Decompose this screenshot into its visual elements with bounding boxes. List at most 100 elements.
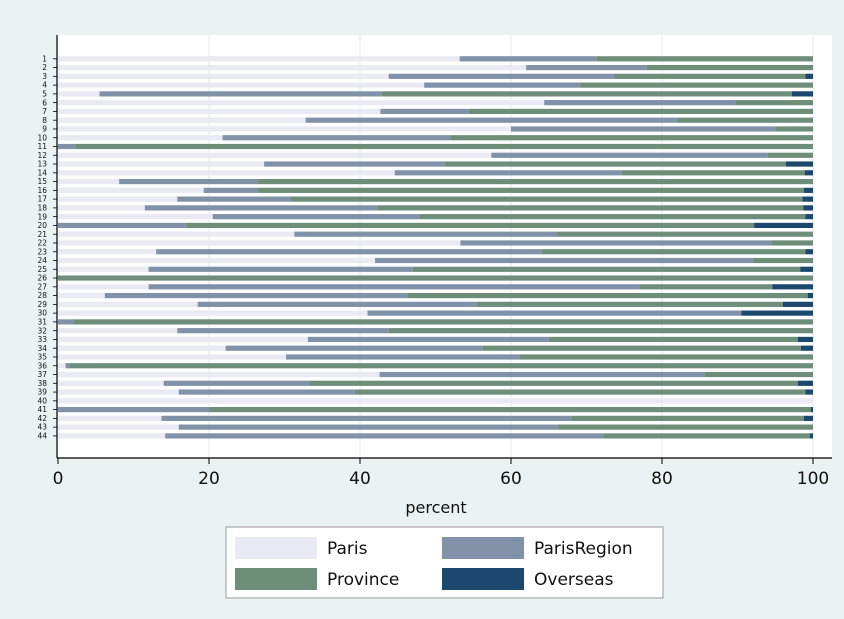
bar-segment [810, 407, 813, 413]
bar-segment [161, 415, 572, 421]
bar-segment [258, 187, 804, 193]
bar-segment [800, 345, 813, 351]
bar-segment [58, 187, 204, 193]
bar-segment [58, 222, 187, 229]
bar-segment [771, 240, 813, 246]
y-tick-label: 41 [37, 405, 47, 414]
bar-segment [791, 91, 813, 97]
y-tick-label: 3 [42, 72, 47, 81]
bar-segment [58, 178, 120, 185]
y-tick-label: 37 [37, 370, 47, 379]
bar-segment [209, 407, 811, 413]
bar-segment [203, 187, 259, 193]
bar-segment [58, 424, 179, 430]
bar-segment [148, 266, 413, 272]
bar-segment [782, 301, 813, 307]
bar-segment [58, 380, 164, 386]
bar-segment [58, 398, 813, 404]
y-tick-label: 43 [37, 423, 47, 432]
x-tick-label: 20 [198, 469, 220, 489]
bar-segment [119, 178, 259, 185]
bar-segment [412, 266, 801, 272]
y-tick-label: 24 [37, 256, 47, 265]
bar-segment [797, 380, 813, 386]
bar-segment [805, 389, 813, 395]
bar-segment [491, 152, 768, 158]
bar-segment [407, 292, 808, 299]
bar-segment [58, 196, 178, 202]
bar-segment [58, 275, 813, 281]
y-tick-label: 7 [42, 107, 47, 116]
y-tick-label: 1 [42, 54, 47, 63]
y-tick-label: 26 [37, 274, 47, 283]
y-tick-label: 16 [37, 186, 47, 195]
bar-segment [58, 371, 380, 378]
bar-segment [58, 205, 145, 211]
bar-segment [177, 328, 389, 334]
bar-segment [58, 73, 389, 79]
bar-segment [558, 424, 813, 430]
bar-segment [58, 170, 395, 176]
bar-segment [58, 345, 226, 351]
bar-segment [377, 205, 804, 211]
bar-segment [58, 433, 166, 439]
bar-segment [797, 336, 813, 343]
bar-segment [519, 354, 813, 360]
bar-segment [381, 91, 792, 97]
bar-segment [424, 82, 580, 88]
bar-segment [69, 363, 813, 369]
x-tick-labels: 0 20 40 60 80 100 [53, 458, 829, 489]
bar-segment [579, 82, 813, 88]
bar-segment [735, 100, 813, 106]
bar-segment [58, 328, 178, 334]
y-tick-label: 44 [37, 432, 47, 441]
bar-segment [704, 371, 813, 378]
y-tick-label: 14 [37, 168, 47, 177]
bar-segment [741, 310, 813, 316]
bar-segment [511, 126, 776, 132]
y-tick-label: 2 [42, 63, 47, 72]
bar-segment [58, 292, 105, 299]
x-axis-label: percent [405, 498, 466, 517]
y-tick-label: 35 [37, 353, 47, 362]
bar-segment [58, 161, 265, 167]
y-tick-label: 10 [37, 133, 47, 142]
bar-segment [541, 249, 806, 255]
y-tick-label: 40 [37, 396, 47, 405]
bar-segment [58, 257, 376, 264]
y-tick-label: 33 [37, 335, 47, 344]
y-tick-labels: 1234567891011121314151617181920212223242… [37, 54, 57, 441]
legend-label: ParisRegion [534, 539, 633, 559]
bar-segment [148, 284, 640, 290]
bar-segment [805, 249, 813, 255]
bar-segment [477, 301, 783, 307]
bar-segment [307, 336, 549, 343]
bar-segment [58, 266, 149, 272]
bar-segment [800, 266, 813, 272]
y-tick-label: 28 [37, 291, 47, 300]
bar-segment [803, 187, 813, 193]
bar-segment [75, 143, 814, 150]
y-tick-label: 42 [37, 414, 47, 423]
bar-segment [802, 196, 813, 202]
bar-segment [58, 319, 74, 325]
bar-segment [614, 73, 806, 79]
y-tick-label: 20 [37, 221, 47, 230]
bar-segment [58, 301, 198, 307]
y-tick-label: 25 [37, 265, 47, 274]
bar-segment [444, 161, 786, 167]
bar-segment [58, 91, 100, 97]
y-tick-label: 15 [37, 177, 47, 186]
bar-segment [621, 170, 805, 176]
bar-segment [58, 407, 209, 413]
bar-segment [58, 231, 295, 237]
bar-segment [58, 108, 381, 115]
y-tick-label: 19 [37, 212, 47, 221]
bar-segment [305, 117, 678, 123]
bar-segment [460, 240, 772, 246]
bars [58, 56, 814, 439]
bar-segment [58, 100, 545, 106]
bar-segment [772, 284, 813, 290]
bar-segment [548, 336, 798, 343]
